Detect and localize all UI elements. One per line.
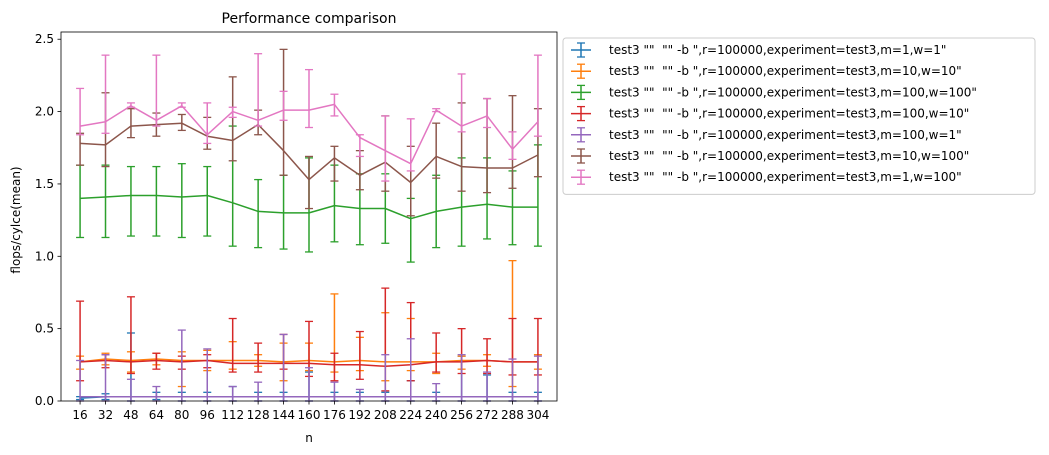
legend-label: test3 "" "" -b ",r=100000,experiment=tes… [609,128,962,142]
x-tick-label: 272 [476,408,499,422]
y-axis-label: flops/cylce(mean) [9,166,23,273]
legend-item: test3 "" "" -b ",r=100000,experiment=tes… [571,148,969,164]
legend-label: test3 "" "" -b ",r=100000,experiment=tes… [609,170,962,184]
axes: 16 32 48 64 80 96 112 128 144 160 176 192 208 224 240 2… [35,31,558,422]
legend-box [562,37,1036,195]
y-tick-label: 0.5 [35,322,54,336]
x-tick-label: 80 [174,408,189,422]
chart-title: Performance comparison [222,11,397,27]
legend-item: test3 "" "" -b ",r=100000,experiment=tes… [571,63,962,79]
y-tick-label: 2.5 [35,32,54,46]
legend-label: test3 "" "" -b ",r=100000,experiment=tes… [609,107,969,121]
y-tick-label: 0.0 [35,394,54,408]
y-tick-label: 1.5 [35,177,54,191]
x-tick-label: 32 [98,408,113,422]
x-tick-label: 192 [348,408,371,422]
x-tick-label: 96 [200,408,215,422]
x-tick-label: 128 [247,408,270,422]
x-tick-label: 224 [399,408,422,422]
y-tick-label: 1.0 [35,249,54,263]
legend: test3 "" "" -b ",r=100000,experiment=tes… [562,37,1036,195]
legend-label: test3 "" "" -b ",r=100000,experiment=tes… [609,64,962,78]
legend-item: test3 "" "" -b ",r=100000,experiment=tes… [571,127,962,143]
series-7 [76,53,542,182]
x-tick-label: 48 [123,408,138,422]
legend-item: test3 "" "" -b ",r=100000,experiment=tes… [571,84,977,101]
legend-label: test3 "" "" -b ",r=100000,experiment=tes… [609,43,946,57]
series-line [79,103,539,165]
x-tick-label: 160 [298,408,321,422]
legend-item: test3 "" "" -b ",r=100000,experiment=tes… [571,42,946,58]
x-tick-label: 208 [374,408,397,422]
x-tick-label: 240 [425,408,448,422]
x-tick-label: 304 [526,408,549,422]
legend-label: test3 "" "" -b ",r=100000,experiment=tes… [609,149,969,163]
legend-item: test3 "" "" -b ",r=100000,experiment=tes… [571,169,962,185]
x-tick-label: 256 [450,408,473,422]
series-line [80,194,538,220]
plot-area [76,48,542,402]
x-tick-label: 288 [501,408,524,422]
x-tick-label: 64 [149,408,164,422]
x-tick-label: 112 [221,408,244,422]
x-tick-label: 16 [72,408,87,422]
legend-label: test3 "" "" -b ",r=100000,experiment=tes… [609,85,977,99]
x-tick-label: 144 [272,408,295,422]
legend-item: test3 "" "" -b ",r=100000,experiment=tes… [571,105,969,122]
y-tick-label: 2.0 [35,105,54,119]
x-tick-label: 176 [323,408,346,422]
x-axis-label: n [305,431,313,445]
